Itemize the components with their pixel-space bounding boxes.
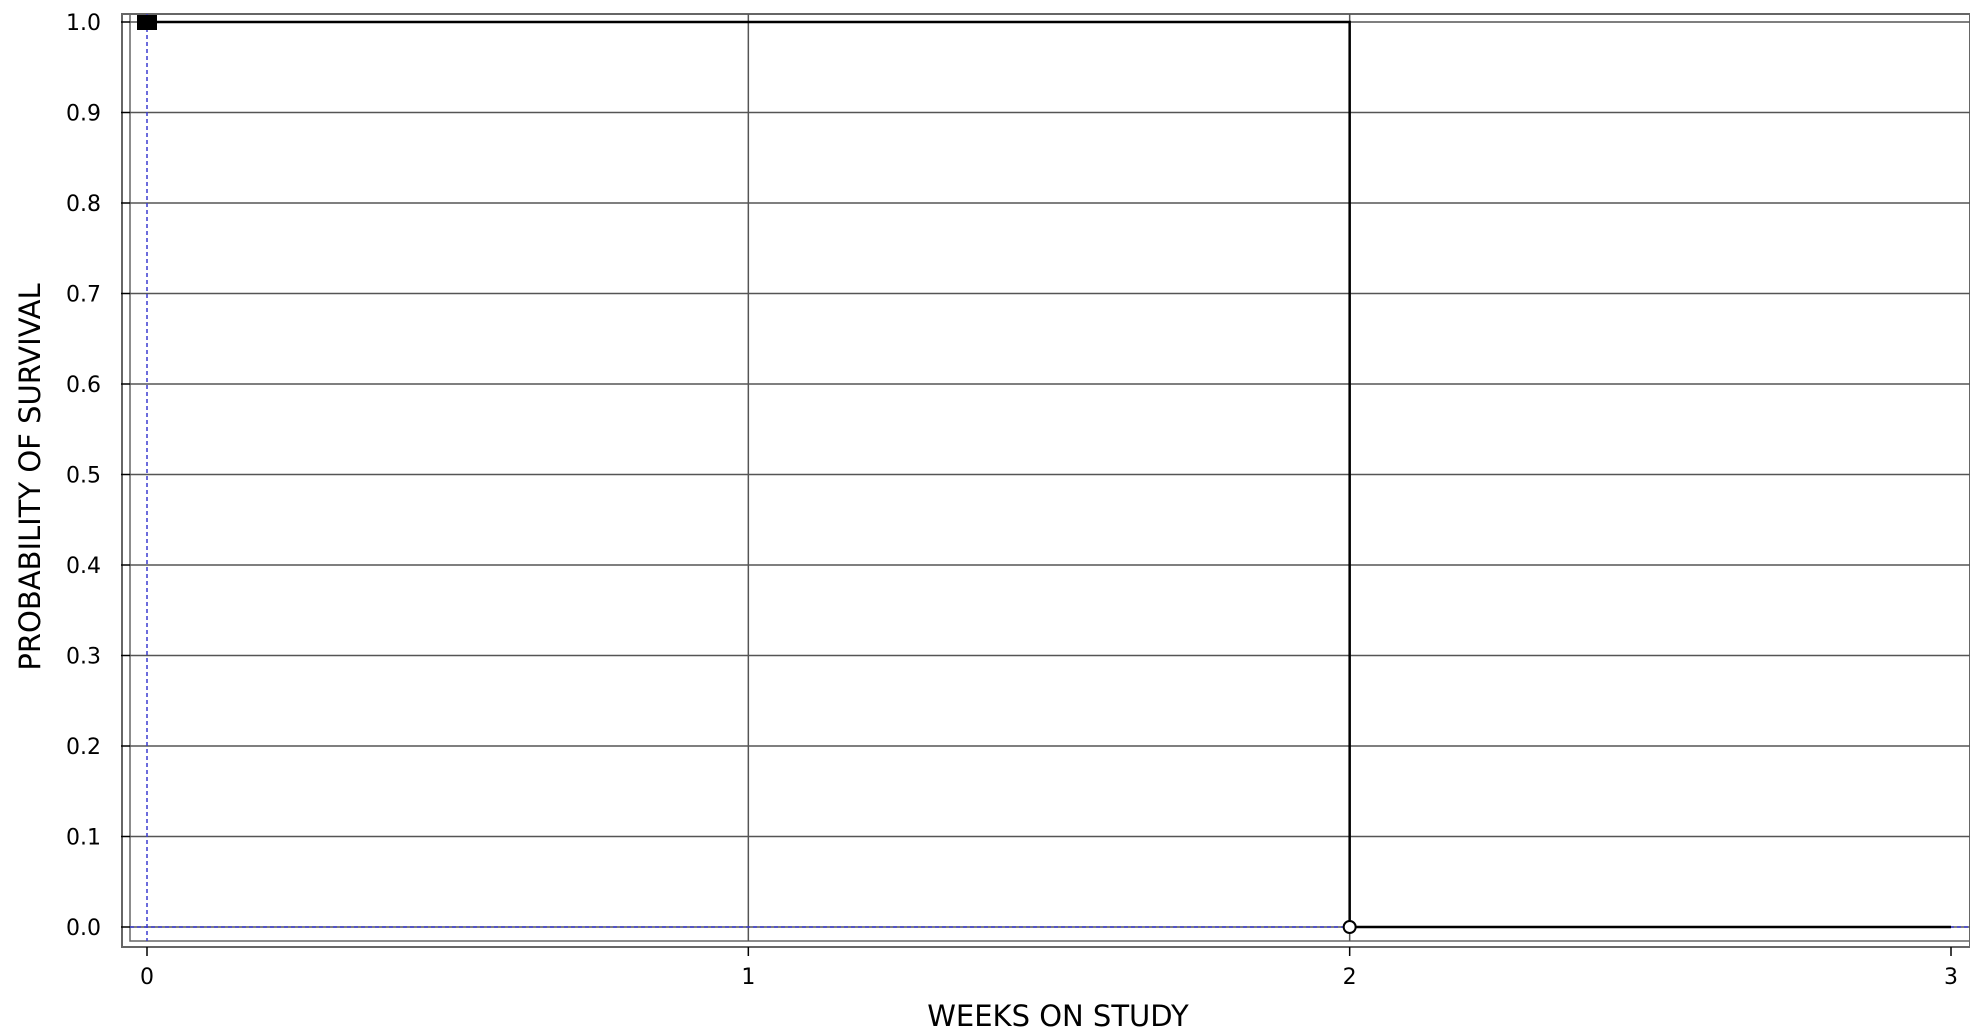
- x-tick-label: 0: [140, 965, 154, 990]
- y-tick-label: 0.9: [66, 102, 101, 127]
- x-axis-title: WEEKS ON STUDY: [927, 999, 1189, 1029]
- y-tick-label: 0.1: [66, 826, 101, 851]
- marker-square: [137, 15, 157, 30]
- reference-lines: [130, 14, 1970, 941]
- y-tick-label: 0.6: [66, 373, 101, 398]
- y-tick-label: 0.0: [66, 916, 101, 941]
- plot-inner-frame: [129, 13, 1970, 942]
- y-tick-label: 0.8: [66, 192, 101, 217]
- y-tick-label: 0.3: [66, 645, 101, 670]
- y-tick-label: 1.0: [66, 11, 101, 36]
- survival-curve: [147, 20, 1951, 929]
- x-tick-label: 2: [1343, 965, 1357, 990]
- marker-circle: [1342, 920, 1357, 934]
- plot-outer-frame: [121, 13, 1970, 948]
- x-axis-ticks: 0 1 2 3: [140, 947, 1958, 990]
- x-tick-label: 3: [1944, 965, 1958, 990]
- y-axis-title: PROBABILITY OF SURVIVAL: [13, 283, 47, 670]
- x-tick-label: 1: [741, 965, 755, 990]
- y-tick-label: 0.4: [66, 554, 101, 579]
- grid-lines: [130, 14, 1970, 941]
- survival-series: [147, 20, 1951, 929]
- censor-markers: [137, 15, 1357, 934]
- y-tick-label: 0.2: [66, 735, 101, 760]
- y-tick-label: 0.5: [66, 464, 101, 489]
- y-axis-ticks: 0.0 0.1 0.2 0.3 0.4 0.5 0.6 0.7 0.8 0.9 1.0: [66, 11, 130, 941]
- y-tick-label: 0.7: [66, 283, 101, 308]
